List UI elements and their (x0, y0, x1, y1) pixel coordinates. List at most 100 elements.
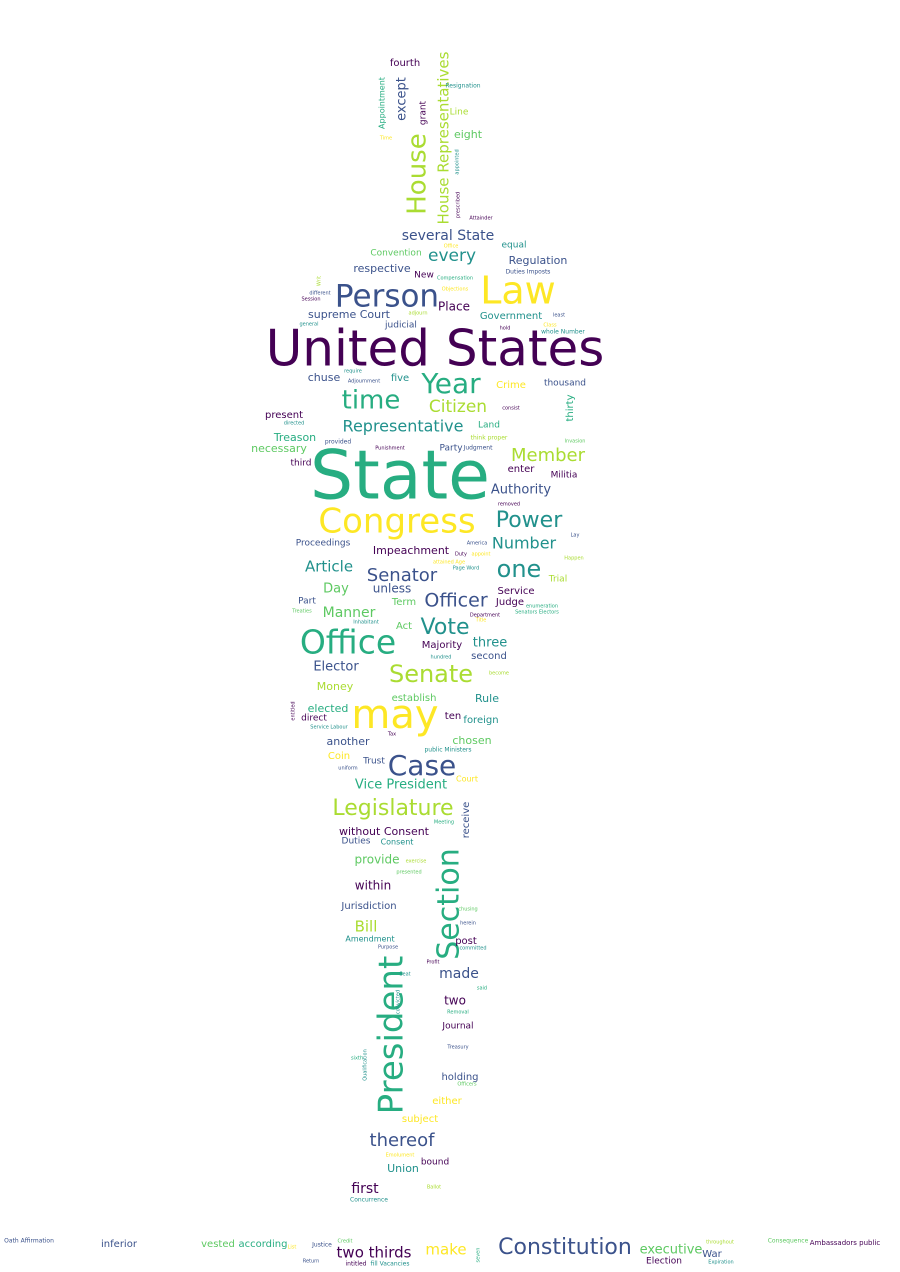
word-post: post (455, 936, 477, 947)
word-thirty: thirty (565, 394, 576, 421)
word-treaties: Treaties (291, 609, 312, 615)
word-appointed: appointed (455, 149, 461, 174)
word-elected: elected (308, 702, 349, 715)
word-section: Section (432, 848, 467, 959)
word-vested: vested (201, 1239, 235, 1250)
word-punishment: Punishment (375, 446, 405, 452)
word-second: second (471, 651, 507, 662)
word-entitled: entitled (291, 701, 297, 720)
word-removal: Removal (447, 1010, 469, 1016)
word-removed: removed (498, 502, 520, 508)
word-duties-imposts: Duties Imposts (506, 269, 551, 276)
word-time: Time (379, 136, 392, 142)
word-five: five (391, 373, 409, 384)
word-subject: subject (402, 1114, 438, 1125)
word-power: Power (496, 508, 563, 533)
word-jurisdiction: Jurisdiction (340, 901, 396, 912)
word-within: within (355, 879, 391, 893)
word-bound: bound (421, 1158, 449, 1168)
word-convicted: convicted (396, 990, 402, 1014)
word-make: make (425, 1241, 466, 1259)
word-tax: Tax (387, 732, 396, 738)
word-different: different (309, 291, 330, 297)
word-made: made (439, 966, 479, 982)
word-uniform: uniform (338, 766, 358, 772)
word-seat: Seat (399, 972, 410, 978)
word-america: America (467, 541, 488, 547)
word-two-thirds: two thirds (337, 1244, 412, 1262)
word-house-representatives: House Representatives (435, 51, 453, 224)
word-three: three (473, 636, 507, 651)
word-line: Line (450, 108, 469, 118)
word-respective: respective (353, 262, 410, 275)
word-state: State (310, 437, 490, 516)
word-two: two (444, 994, 466, 1008)
word-impeachment: Impeachment (373, 544, 450, 557)
word-duty: Duty (455, 552, 467, 558)
word-case: Case (388, 749, 457, 782)
word-equal: equal (502, 241, 527, 251)
word-department: Department (470, 613, 500, 619)
word-trust: Trust (362, 757, 385, 767)
word-thereof: thereof (370, 1130, 436, 1151)
word-appoint: appoint (472, 552, 491, 558)
word-fill-vacancies: fill Vacancies (371, 1261, 410, 1268)
word-service-labour: Service Labour (310, 725, 348, 731)
word-executive: executive (640, 1243, 703, 1258)
word-provided: provided (325, 439, 352, 446)
word-present: present (265, 410, 303, 421)
word-oath-affirmation: Oath Affirmation (4, 1238, 54, 1245)
word-proceedings: Proceedings (296, 539, 351, 549)
word-committed: committed (459, 946, 486, 952)
word-emolument: Emolument (386, 1153, 415, 1159)
word-senator: Senator (367, 565, 438, 586)
word-chusing: chusing (458, 907, 477, 913)
word-objections: Objections (442, 287, 469, 293)
word-journal: Journal (441, 1022, 473, 1032)
word-attained-age: attained Age (433, 560, 465, 566)
word-appointment: Appointment (378, 77, 387, 129)
word-government: Government (480, 311, 542, 322)
word-coin: Coin (328, 751, 350, 762)
word-think-proper: think proper (471, 435, 508, 442)
word-become: become (489, 671, 509, 677)
word-least: least (553, 313, 565, 319)
word-class: Class (543, 323, 557, 329)
word-amendment: Amendment (345, 935, 394, 944)
word-happen: Happen (564, 556, 583, 562)
word-union: Union (387, 1162, 419, 1175)
word-place: Place (438, 300, 470, 314)
word-public-ministers: public Ministers (424, 747, 471, 754)
word-treason: Treason (273, 431, 316, 444)
word-regulation: Regulation (509, 254, 568, 267)
word-office: Office (444, 244, 459, 250)
word-vote: Vote (421, 615, 470, 640)
word-without-consent: without Consent (339, 825, 430, 838)
word-officers: Officers (457, 1082, 477, 1088)
word-chuse: chuse (308, 371, 341, 384)
word-militia: Militia (551, 471, 578, 481)
word-foreign: foreign (463, 715, 498, 726)
word-page-word: Page Word (453, 566, 480, 572)
word-hundred: hundred (431, 655, 452, 661)
word-election: Election (646, 1257, 682, 1267)
word-either: either (432, 1096, 462, 1107)
word-united-states: United States (266, 320, 605, 378)
word-fourth: fourth (390, 58, 420, 69)
word-inferior: inferior (101, 1239, 138, 1250)
word-convention: Convention (370, 249, 421, 259)
word-law: Law (480, 269, 556, 313)
word-trial: Trial (548, 575, 567, 585)
word-grant: grant (419, 100, 429, 125)
word-third: third (291, 459, 312, 469)
word-several-state: several State (402, 228, 495, 244)
word-party: Party (439, 444, 463, 454)
word-day: Day (323, 582, 349, 597)
word-court: Court (456, 775, 478, 784)
word-return: Return (303, 1259, 320, 1265)
word-article: Article (305, 558, 353, 576)
word-authority: Authority (491, 483, 551, 498)
word-act: Act (396, 621, 412, 632)
word-meeting: Meeting (434, 820, 454, 826)
